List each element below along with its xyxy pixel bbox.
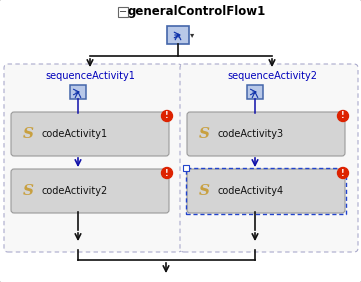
Text: codeActivity1: codeActivity1 — [41, 129, 107, 139]
FancyBboxPatch shape — [247, 85, 263, 99]
Text: codeActivity3: codeActivity3 — [217, 129, 283, 139]
Text: S: S — [199, 127, 209, 141]
FancyBboxPatch shape — [180, 64, 358, 252]
Text: generalControlFlow1: generalControlFlow1 — [128, 6, 266, 19]
Bar — [183, 165, 189, 171]
Text: codeActivity4: codeActivity4 — [217, 186, 283, 196]
Text: S: S — [199, 184, 209, 198]
FancyBboxPatch shape — [70, 85, 86, 99]
FancyBboxPatch shape — [187, 112, 345, 156]
Text: sequenceActivity2: sequenceActivity2 — [227, 71, 317, 81]
Text: !: ! — [165, 169, 169, 177]
Text: !: ! — [341, 169, 345, 177]
Text: codeActivity2: codeActivity2 — [41, 186, 107, 196]
Text: !: ! — [165, 111, 169, 120]
FancyBboxPatch shape — [167, 26, 189, 44]
Text: !: ! — [341, 111, 345, 120]
Circle shape — [338, 111, 348, 122]
FancyBboxPatch shape — [4, 64, 182, 252]
Text: ▾: ▾ — [190, 30, 194, 39]
Circle shape — [338, 168, 348, 179]
FancyBboxPatch shape — [187, 169, 345, 213]
FancyBboxPatch shape — [11, 169, 169, 213]
FancyBboxPatch shape — [11, 112, 169, 156]
Text: sequenceActivity1: sequenceActivity1 — [45, 71, 135, 81]
Text: S: S — [22, 184, 34, 198]
Circle shape — [161, 111, 173, 122]
FancyBboxPatch shape — [118, 7, 128, 17]
Text: −: − — [119, 7, 127, 17]
Text: S: S — [22, 127, 34, 141]
Circle shape — [161, 168, 173, 179]
Bar — [186, 168, 346, 214]
